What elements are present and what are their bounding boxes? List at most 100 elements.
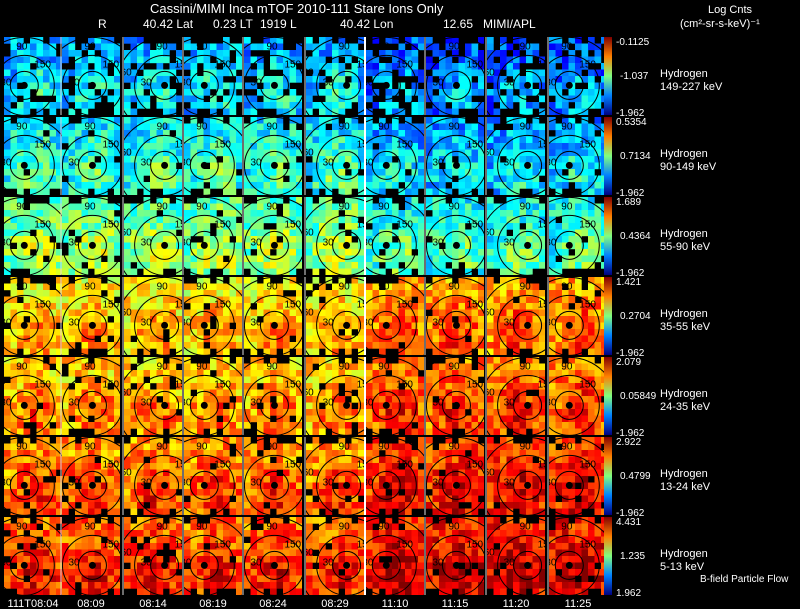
heat-cell	[575, 162, 582, 170]
heat-cell	[319, 396, 326, 403]
heat-cell	[487, 283, 494, 291]
heat-cell	[184, 169, 191, 176]
heat-cell	[62, 409, 69, 416]
heat-cell	[319, 89, 326, 96]
contour-label: 150	[538, 299, 555, 310]
heat-cell	[276, 283, 284, 291]
heat-cell	[513, 210, 520, 217]
heat-cell	[332, 117, 339, 124]
heat-cell	[250, 149, 258, 157]
contour-line	[332, 150, 362, 180]
heat-cell	[338, 283, 346, 291]
heat-cell	[405, 197, 412, 204]
heat-cell	[594, 143, 602, 150]
pole-marker	[270, 161, 278, 169]
heat-cell	[124, 216, 131, 224]
heat-cell	[36, 396, 44, 403]
heat-cell	[94, 277, 102, 284]
heat-cell	[124, 370, 131, 377]
heat-cell	[338, 309, 346, 317]
contour-label: 150	[396, 379, 413, 390]
heat-cell	[366, 296, 373, 304]
heat-cell	[289, 383, 297, 390]
heat-cell	[62, 296, 69, 304]
heat-cell	[23, 376, 31, 384]
heat-cell	[176, 402, 182, 410]
heat-cell	[426, 290, 433, 297]
heat-cell	[169, 216, 177, 224]
heat-cell	[581, 130, 589, 137]
heat-cell	[332, 376, 339, 384]
heat-cell	[197, 402, 204, 410]
heat-cell	[549, 348, 556, 355]
heat-cell	[532, 283, 540, 291]
heat-cell	[325, 143, 333, 150]
heat-cell	[513, 268, 520, 275]
heat-cell	[223, 236, 230, 243]
species-label: Hydrogen	[660, 308, 708, 320]
heat-cell	[458, 316, 466, 323]
heat-cell	[101, 428, 108, 435]
contour-line	[441, 230, 471, 260]
heat-cell	[143, 409, 151, 416]
heat-cell	[197, 376, 204, 384]
heat-cell	[358, 69, 364, 77]
heat-cell	[478, 162, 484, 170]
colorbar-mid-label: 0.7134	[620, 151, 651, 162]
heat-cell	[56, 175, 62, 183]
heat-cell	[216, 149, 224, 157]
heat-cell	[555, 123, 563, 131]
heat-cell	[568, 156, 576, 163]
heat-cell	[575, 63, 582, 70]
heat-cell	[379, 223, 386, 230]
contour-line	[497, 54, 545, 115]
heat-cell	[17, 249, 24, 256]
heat-cell	[257, 203, 264, 211]
heat-cell	[345, 283, 352, 291]
heat-cell	[75, 249, 82, 256]
heat-cell	[68, 182, 76, 189]
heat-cell	[296, 95, 302, 103]
heat-cell	[169, 342, 177, 349]
heat-cell	[4, 223, 11, 230]
heat-cell	[270, 56, 277, 64]
heat-cell	[345, 143, 352, 150]
heat-cell	[88, 210, 95, 217]
heat-cell	[575, 43, 582, 51]
heat-cell	[392, 283, 399, 291]
heat-cell	[236, 76, 242, 83]
heat-cell	[366, 249, 373, 256]
heat-cell	[257, 342, 264, 349]
heat-cell	[568, 50, 576, 57]
heat-cell	[124, 262, 131, 269]
contour-line	[4, 134, 55, 195]
contour-label: 90	[339, 41, 351, 52]
heat-cell	[432, 242, 440, 250]
heat-cell	[411, 236, 419, 243]
heat-cell	[62, 136, 69, 144]
heat-cell	[493, 188, 501, 195]
heat-cell	[143, 342, 151, 349]
heat-cell	[338, 162, 346, 170]
heat-cell	[56, 409, 62, 416]
contour-label: 150	[538, 59, 555, 70]
heat-cell	[143, 76, 151, 83]
colorbar-min-label: -1.962	[616, 188, 645, 199]
heat-cell	[263, 130, 271, 137]
heat-cell	[549, 82, 556, 90]
heat-cell	[513, 156, 520, 163]
heat-cell	[4, 383, 11, 390]
heat-cell	[210, 409, 217, 416]
heat-cell	[156, 316, 164, 323]
heat-cell	[276, 316, 284, 323]
heat-cell	[588, 283, 595, 291]
pole-marker	[452, 241, 460, 249]
heat-cell	[398, 108, 406, 115]
heat-cell	[452, 43, 459, 51]
heat-cell	[452, 203, 459, 211]
heat-cell	[500, 316, 507, 323]
heat-cell	[184, 136, 191, 144]
heat-cell	[236, 357, 242, 364]
heat-cell	[351, 136, 359, 144]
heat-cell	[43, 402, 50, 410]
